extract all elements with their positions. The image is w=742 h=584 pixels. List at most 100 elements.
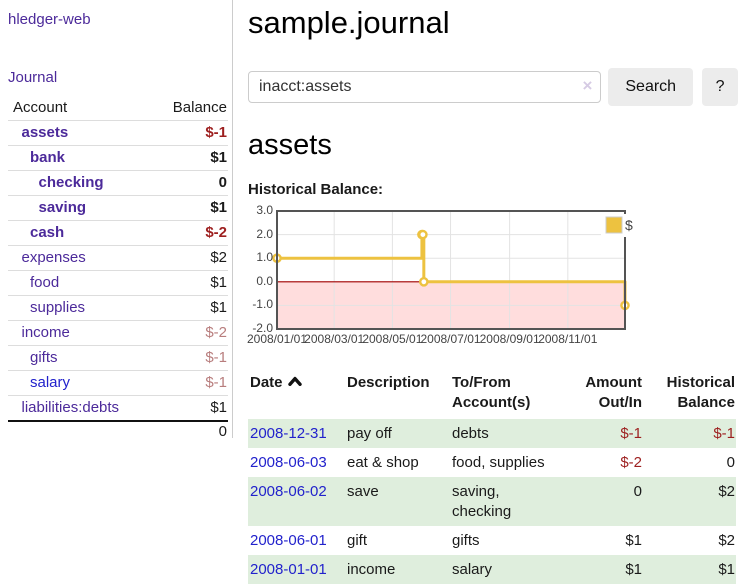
account-link[interactable]: supplies	[30, 299, 86, 316]
transaction-amount: $1	[625, 561, 642, 578]
description-column-header: Description	[347, 374, 430, 391]
transaction-date-link[interactable]: 2008-06-03	[250, 454, 327, 471]
account-row: food $1	[8, 270, 228, 296]
sort-ascending-icon	[287, 376, 302, 386]
legend-swatch	[605, 216, 623, 234]
search-input-wrap: ×	[248, 71, 602, 103]
account-row: cash $-2	[8, 220, 228, 246]
accounts-total-balance: 0	[150, 419, 228, 442]
account-balance: $1	[150, 145, 228, 171]
transaction-date-link[interactable]: 2008-06-02	[250, 483, 327, 500]
account-link[interactable]: assets	[21, 124, 69, 141]
register-table-body: 2008-12-31 pay off debts $-1 $-1 2008-06…	[248, 419, 736, 584]
transaction-balance: $2	[718, 532, 735, 549]
account-link[interactable]: cash	[30, 224, 65, 241]
account-link[interactable]: checking	[38, 174, 104, 191]
account-column-header: Account	[13, 99, 68, 116]
journal-link-label[interactable]: Journal	[8, 69, 58, 86]
x-axis-tick-label: 2008/11/01	[538, 332, 598, 346]
account-section-title: assets	[248, 129, 332, 161]
transaction-date-link[interactable]: 2008-01-01	[250, 561, 327, 578]
y-axis-tick-label: 1.0	[256, 250, 273, 265]
transaction-description: eat & shop	[347, 454, 419, 471]
transaction-accounts: salary	[452, 561, 493, 578]
help-button[interactable]: ?	[702, 68, 738, 106]
transaction-balance: 0	[726, 454, 735, 471]
account-row: income $-2	[8, 320, 228, 346]
transaction-description: gift	[347, 532, 368, 549]
transaction-accounts: gifts	[452, 532, 480, 549]
chart-canvas: $	[272, 210, 641, 330]
account-link[interactable]: saving	[38, 199, 87, 216]
transaction-row: 2008-06-01 gift gifts $1 $2	[248, 526, 736, 555]
transaction-row: 2008-06-02 save saving, checking 0 $2	[248, 477, 736, 526]
account-balance: $1	[150, 295, 228, 321]
account-row: gifts $-1	[8, 345, 228, 371]
account-row: supplies $1	[8, 295, 228, 321]
account-row: salary $-1	[8, 370, 228, 396]
x-axis-tick-label: 2008/01/01	[246, 332, 308, 346]
sidebar: hledger-web Journal Account Balance asse…	[0, 0, 233, 442]
account-row: assets $-1	[8, 120, 228, 146]
register-header-row: Date Description To/From Account(s) Amou…	[248, 373, 736, 419]
account-link[interactable]: salary	[30, 374, 71, 391]
transaction-accounts: saving, checking	[452, 483, 512, 520]
app-brand-link[interactable]: hledger-web	[8, 11, 232, 28]
data-point-marker	[418, 229, 428, 240]
account-link[interactable]: gifts	[30, 349, 58, 366]
transaction-accounts: debts	[452, 425, 489, 442]
account-balance: 0	[150, 170, 228, 196]
transaction-balance: $2	[718, 483, 735, 500]
account-balance: $-2	[150, 220, 228, 246]
x-axis-tick-label: 2008/07/01	[420, 332, 481, 346]
y-axis-tick-label: -2.0	[252, 321, 273, 335]
transaction-amount: $-2	[620, 454, 642, 471]
y-axis-tick-label: -1.0	[252, 297, 273, 312]
transaction-accounts: food, supplies	[452, 454, 545, 471]
x-axis-tick-label: 2008/03/01	[304, 332, 365, 346]
balance-column-header-register: Historical Balance	[666, 374, 735, 411]
search-input[interactable]	[248, 71, 602, 103]
accounts-total-row: 0	[8, 419, 228, 442]
transaction-description: pay off	[347, 425, 392, 442]
amount-column-header: Amount Out/In	[585, 374, 642, 411]
page-title: sample.journal	[248, 5, 450, 40]
data-point-marker	[419, 277, 429, 287]
account-balance: $-1	[150, 345, 228, 371]
transaction-amount: $1	[625, 532, 642, 549]
account-link[interactable]: food	[30, 274, 60, 291]
account-row: bank $1	[8, 145, 228, 171]
sidebar-item-journal[interactable]: Journal	[8, 69, 232, 86]
transaction-date-link[interactable]: 2008-12-31	[250, 425, 327, 442]
y-axis-tick-label: 0.0	[256, 273, 273, 288]
x-axis-tick-label: 2008/09/01	[479, 332, 540, 346]
historical-balance-chart: $ 3.0 2.0 1.0 0.0 -1.0 -2.0 2008/01/01 2008/03/…	[245, 203, 645, 352]
transaction-date-link[interactable]: 2008-06-01	[250, 532, 327, 549]
legend-label: $	[625, 217, 633, 233]
transaction-balance: $1	[718, 561, 735, 578]
accounts-table: Account Balance assets $-1 bank $1 check…	[8, 97, 228, 442]
account-link[interactable]: expenses	[21, 249, 86, 266]
clear-search-icon[interactable]: ×	[582, 76, 593, 95]
account-row: liabilities:debts $1	[8, 395, 228, 421]
x-axis-tick-label: 2008/05/01	[362, 332, 423, 346]
date-column-header[interactable]: Date	[248, 373, 345, 419]
accounts-column-header: To/From Account(s)	[452, 374, 531, 411]
account-row: checking 0	[8, 170, 228, 196]
accounts-table-body: assets $-1 bank $1 checking 0 saving $1 …	[8, 120, 228, 421]
account-balance: $2	[150, 245, 228, 271]
transaction-row: 2008-01-01 income salary $1 $1	[248, 555, 736, 584]
transaction-description: income	[347, 561, 396, 578]
y-axis-tick-label: 2.0	[256, 226, 273, 241]
transaction-amount: 0	[633, 483, 642, 500]
search-button[interactable]: Search	[608, 68, 694, 106]
account-link[interactable]: liabilities:debts	[21, 398, 120, 416]
app-brand-label[interactable]: hledger-web	[8, 11, 91, 28]
account-balance: $1	[150, 270, 228, 296]
account-link[interactable]: income	[21, 324, 70, 341]
transaction-row: 2008-06-03 eat & shop food, supplies $-2…	[248, 448, 736, 477]
account-balance: $1	[150, 395, 228, 421]
chart-legend: $	[601, 214, 641, 237]
y-axis-tick-label: 3.0	[256, 203, 273, 217]
account-link[interactable]: bank	[30, 149, 66, 166]
